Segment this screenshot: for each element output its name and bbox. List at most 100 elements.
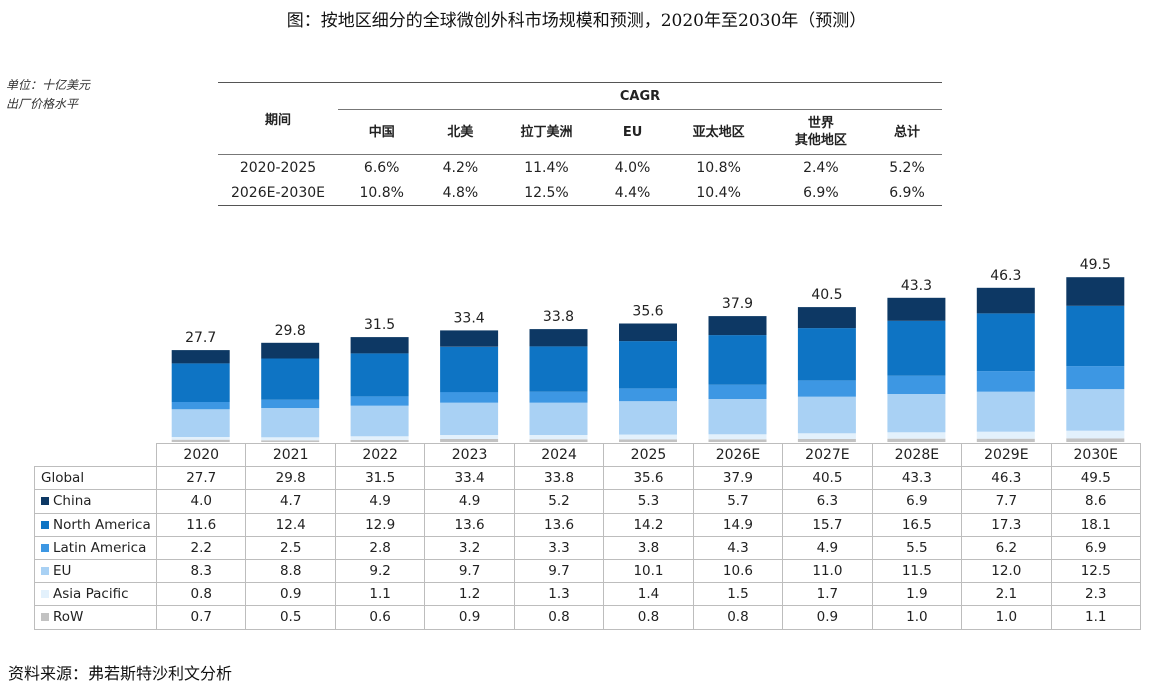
bar-segment bbox=[619, 401, 677, 435]
bar-segment bbox=[261, 399, 320, 408]
table-cell: 46.3 bbox=[961, 466, 1052, 491]
bar-segment bbox=[976, 391, 1035, 432]
table-cell: 12.4 bbox=[245, 512, 336, 537]
table-cell: 1.5 bbox=[692, 582, 784, 607]
bar-segment bbox=[350, 337, 409, 354]
table-cell: 0.8 bbox=[692, 605, 784, 630]
table-cell: 4.9 bbox=[782, 535, 873, 560]
bar-segment bbox=[887, 375, 946, 394]
cagr-period-header: 期间 bbox=[218, 83, 338, 155]
source-note: 资料来源：弗若斯特沙利文分析 bbox=[8, 664, 233, 683]
cagr-col-header: 中国 bbox=[338, 109, 426, 155]
cagr-value: 6.6% bbox=[363, 159, 400, 176]
bar-segment bbox=[619, 323, 677, 342]
table-cell: 5.3 bbox=[603, 489, 694, 514]
year-label: 2021 bbox=[245, 442, 336, 468]
table-cell: 6.3 bbox=[782, 489, 873, 514]
bar-segment bbox=[708, 384, 767, 399]
legend-label: EU bbox=[53, 563, 72, 580]
cagr-value: 4.4% bbox=[614, 184, 651, 201]
table-cell: 9.7 bbox=[424, 558, 515, 584]
bar-segment bbox=[529, 329, 588, 347]
bar-segment bbox=[440, 435, 499, 439]
year-label: 2025 bbox=[603, 442, 694, 468]
data-table: 2020 2021 2022 2023 2024 2025 2026E 2027E 2028E 2… bbox=[34, 442, 1141, 630]
table-row: EU 8.3 8.8 9.2 9.7 9.7 10.1 10.6 11.0 11.5 12.0 12.… bbox=[34, 558, 1141, 584]
year-label: 2024 bbox=[513, 442, 605, 468]
table-cell: 0.8 bbox=[513, 605, 605, 630]
legend-label: RoW bbox=[53, 609, 84, 626]
cagr-col-header: 世界 其他地区 bbox=[769, 109, 872, 155]
bar-segment bbox=[619, 341, 677, 389]
cagr-row: 2026E-2030E 10.8% 4.8% 12.5% 4.4% 10.4% 6.9% 6.… bbox=[218, 180, 942, 205]
stacked-bar-chart: 27.7 29.8 31.5 33.4 33.8 35.6 37.9 40.5 43.3 46.3… bbox=[171, 257, 1125, 442]
cagr-value: 4.2% bbox=[442, 159, 479, 176]
bar-segment bbox=[887, 438, 946, 442]
bar-segment bbox=[887, 297, 946, 321]
table-cell: 1.7 bbox=[782, 582, 873, 607]
table-row: RoW 0.7 0.5 0.6 0.9 0.8 0.8 0.8 0.9 1.0 1.0 1.1 bbox=[34, 605, 1141, 630]
legend-label: North America bbox=[53, 516, 151, 533]
table-cell: 5.7 bbox=[692, 489, 784, 514]
bar-segment bbox=[797, 328, 856, 381]
table-corner bbox=[34, 443, 157, 468]
bar-segment bbox=[171, 350, 230, 364]
unit-note: 单位：十亿美元 出厂价格水平 bbox=[6, 76, 90, 114]
cagr-row: 2020-2025 6.6% 4.2% 11.4% 4.0% 10.8% 2.4% 5.2% bbox=[218, 155, 942, 181]
table-cell: 15.7 bbox=[782, 512, 873, 537]
bar-segment bbox=[797, 396, 856, 434]
bar-segment bbox=[708, 399, 767, 435]
table-cell: 1.0 bbox=[961, 605, 1052, 630]
legend-swatch bbox=[41, 543, 49, 552]
table-cell: 0.8 bbox=[155, 582, 247, 607]
cagr-group-header: CAGR bbox=[338, 83, 942, 110]
table-cell: 9.2 bbox=[334, 558, 426, 584]
table-cell: 14.2 bbox=[603, 512, 694, 537]
cagr-col-header: 亚太地区 bbox=[667, 109, 770, 155]
table-cell: 2.1 bbox=[961, 582, 1052, 607]
table-cell: 17.3 bbox=[961, 512, 1052, 537]
legend-label: Latin America bbox=[53, 539, 147, 556]
table-cell: 13.6 bbox=[424, 512, 515, 537]
table-row: Global 27.7 29.8 31.5 33.4 33.8 35.6 37.9 40.5 43… bbox=[34, 466, 1141, 491]
table-cell: 6.9 bbox=[1050, 535, 1141, 560]
bar-segment bbox=[1066, 430, 1125, 439]
cagr-value: 12.5% bbox=[524, 184, 569, 201]
table-cell: 6.9 bbox=[871, 489, 963, 514]
bar-segment bbox=[440, 330, 499, 347]
table-cell: 1.3 bbox=[513, 582, 605, 607]
table-cell: 7.7 bbox=[961, 489, 1052, 514]
bar-segment bbox=[440, 439, 499, 442]
table-cell: 35.6 bbox=[603, 466, 694, 491]
bar-total-label: 49.5 bbox=[1080, 257, 1111, 273]
table-cell: 0.5 bbox=[245, 605, 336, 630]
table-cell: 1.9 bbox=[871, 582, 963, 607]
table-cell: 1.4 bbox=[603, 582, 694, 607]
bar-total-label: 43.3 bbox=[901, 278, 932, 294]
bar-segment bbox=[261, 358, 320, 400]
cagr-value: 6.9% bbox=[889, 184, 925, 201]
cagr-value: 11.4% bbox=[524, 159, 569, 176]
bar-total-label: 27.7 bbox=[185, 330, 216, 346]
cagr-col-header: EU bbox=[597, 109, 668, 155]
row-label: Latin America bbox=[34, 535, 157, 560]
table-cell: 33.8 bbox=[513, 466, 605, 491]
table-cell: 0.6 bbox=[334, 605, 426, 630]
cagr-value: 4.8% bbox=[442, 184, 479, 201]
table-cell: 0.9 bbox=[245, 582, 336, 607]
bar-segment bbox=[529, 346, 588, 392]
table-row: Asia Pacific 0.8 0.9 1.1 1.2 1.3 1.4 1.5 1.7 1.9 2… bbox=[34, 582, 1141, 607]
bar-segment bbox=[1066, 305, 1125, 367]
year-label: 2027E bbox=[782, 442, 873, 468]
table-cell: 18.1 bbox=[1050, 512, 1141, 537]
table-cell: 5.2 bbox=[513, 489, 605, 514]
cagr-col-header: 拉丁美洲 bbox=[495, 109, 598, 155]
bar-total-label: 33.4 bbox=[454, 310, 485, 326]
bar-segment bbox=[619, 439, 677, 442]
bar-total-label: 33.8 bbox=[543, 309, 574, 325]
bar-total-label: 31.5 bbox=[364, 317, 395, 333]
table-cell: 4.3 bbox=[692, 535, 784, 560]
bar-segment bbox=[261, 440, 320, 442]
table-cell: 37.9 bbox=[692, 466, 784, 491]
bar-segment bbox=[261, 342, 320, 359]
